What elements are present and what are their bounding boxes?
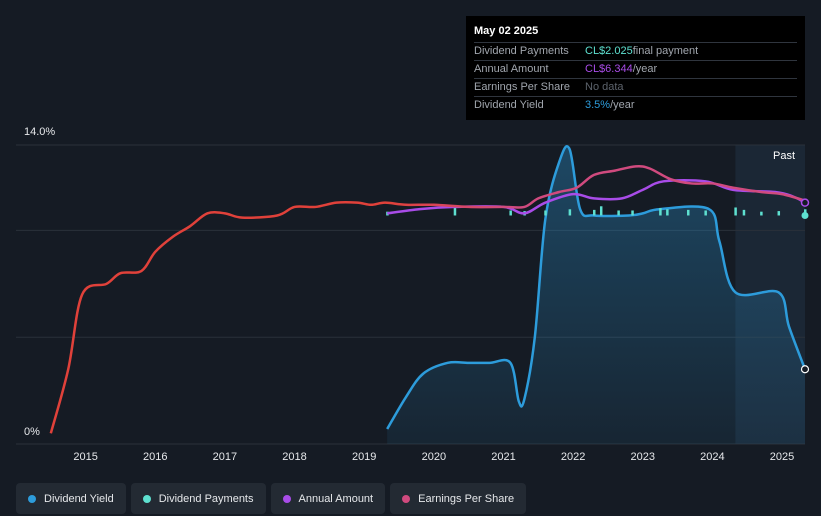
legend-item-dividend-payments[interactable]: Dividend Payments [130,483,266,514]
dividend-yield-line [386,145,807,430]
tooltip-row-label: Earnings Per Share [474,81,570,93]
x-tick-label: 2021 [491,451,516,463]
legend-label: Earnings Per Share [418,492,515,505]
x-tick-label: 2015 [73,451,98,463]
x-tick-label: 2019 [351,451,377,463]
dividend-yield-area [387,146,805,444]
tooltip-row-suffix: /year [632,63,658,75]
x-tick-label: 2022 [560,451,586,463]
legend-dot-icon [402,494,411,503]
legend-item-earnings-per-share[interactable]: Earnings Per Share [390,483,527,514]
dividend-payment-bar [666,209,669,216]
legend-dot-icon [28,494,36,503]
tooltip-row-value: CL$6.344 [585,63,633,75]
y-axis-top-label: 14.0% [24,126,56,138]
dividend-payment-bar [704,210,707,216]
tooltip-row-label: Dividend Yield [474,99,544,111]
x-tick-label: 2020 [421,451,447,463]
dividend-payment-bar [687,209,690,216]
x-tick-label: 2024 [700,451,725,463]
dividend-payment-bar [544,210,547,216]
dividend-payment-bar [777,211,781,216]
tooltip-row-dividend-yield: Dividend Yield 3.5% /year [474,96,797,114]
x-tick-label: 2016 [143,451,168,463]
tooltip-row-annual-amount: Annual Amount CL$6.344 /year [474,60,797,78]
legend-item-annual-amount[interactable]: Annual Amount [270,483,386,514]
payment-end-marker [801,211,809,219]
earnings-per-share-line [49,164,806,434]
dividend-payment-bar [599,206,603,216]
dividend-payment-bar [453,207,457,216]
tooltip-row-suffix: /year [610,99,635,111]
dividend-payment-bar [659,208,662,216]
tooltip-panel: May 02 2025 Dividend Payments CL$2.025 f… [466,16,805,120]
x-tick-label: 2018 [282,451,307,463]
dividend-payment-bar [742,209,746,216]
x-tick-label: 2023 [630,451,655,463]
legend-dot-icon [142,494,151,503]
dividend-payment-bar [734,207,737,216]
legend-label: Annual Amount [298,492,374,505]
dividend-payment-bar [592,209,596,216]
chart-legend: Dividend Yield Dividend Payments Annual … [16,483,527,514]
dividend-payment-bar [760,211,763,216]
dividend-payment-bar [617,210,620,216]
legend-label: Dividend Payments [158,492,254,505]
dividend-payment-bar [509,210,512,216]
x-tick-label: 2025 [769,451,795,463]
tooltip-row-earnings-per-share: Earnings Per Share No data [474,78,797,96]
legend-item-dividend-yield[interactable]: Dividend Yield [16,483,126,514]
tooltip-row-dividend-payments: Dividend Payments CL$2.025 final payment [474,42,797,60]
tooltip-row-value: No data [585,81,624,93]
tooltip-row-value: CL$2.025 [585,45,633,57]
y-axis-bottom-label: 0% [24,426,40,438]
tooltip-row-label: Annual Amount [474,63,549,75]
dividend-payment-bar [631,210,634,216]
past-region-label: Past [773,150,796,162]
tooltip-row-suffix: final payment [632,45,699,57]
annual-end-marker [800,198,810,207]
legend-label: Dividend Yield [44,492,114,505]
yield-end-marker [800,365,810,374]
tooltip-row-value: 3.5% [585,99,611,111]
legend-dot-icon [282,494,291,503]
tooltip-date: May 02 2025 [474,25,539,37]
tooltip-row-label: Dividend Payments [474,45,569,57]
x-tick-label: 2017 [212,451,238,463]
dividend-payment-bar [568,209,572,216]
